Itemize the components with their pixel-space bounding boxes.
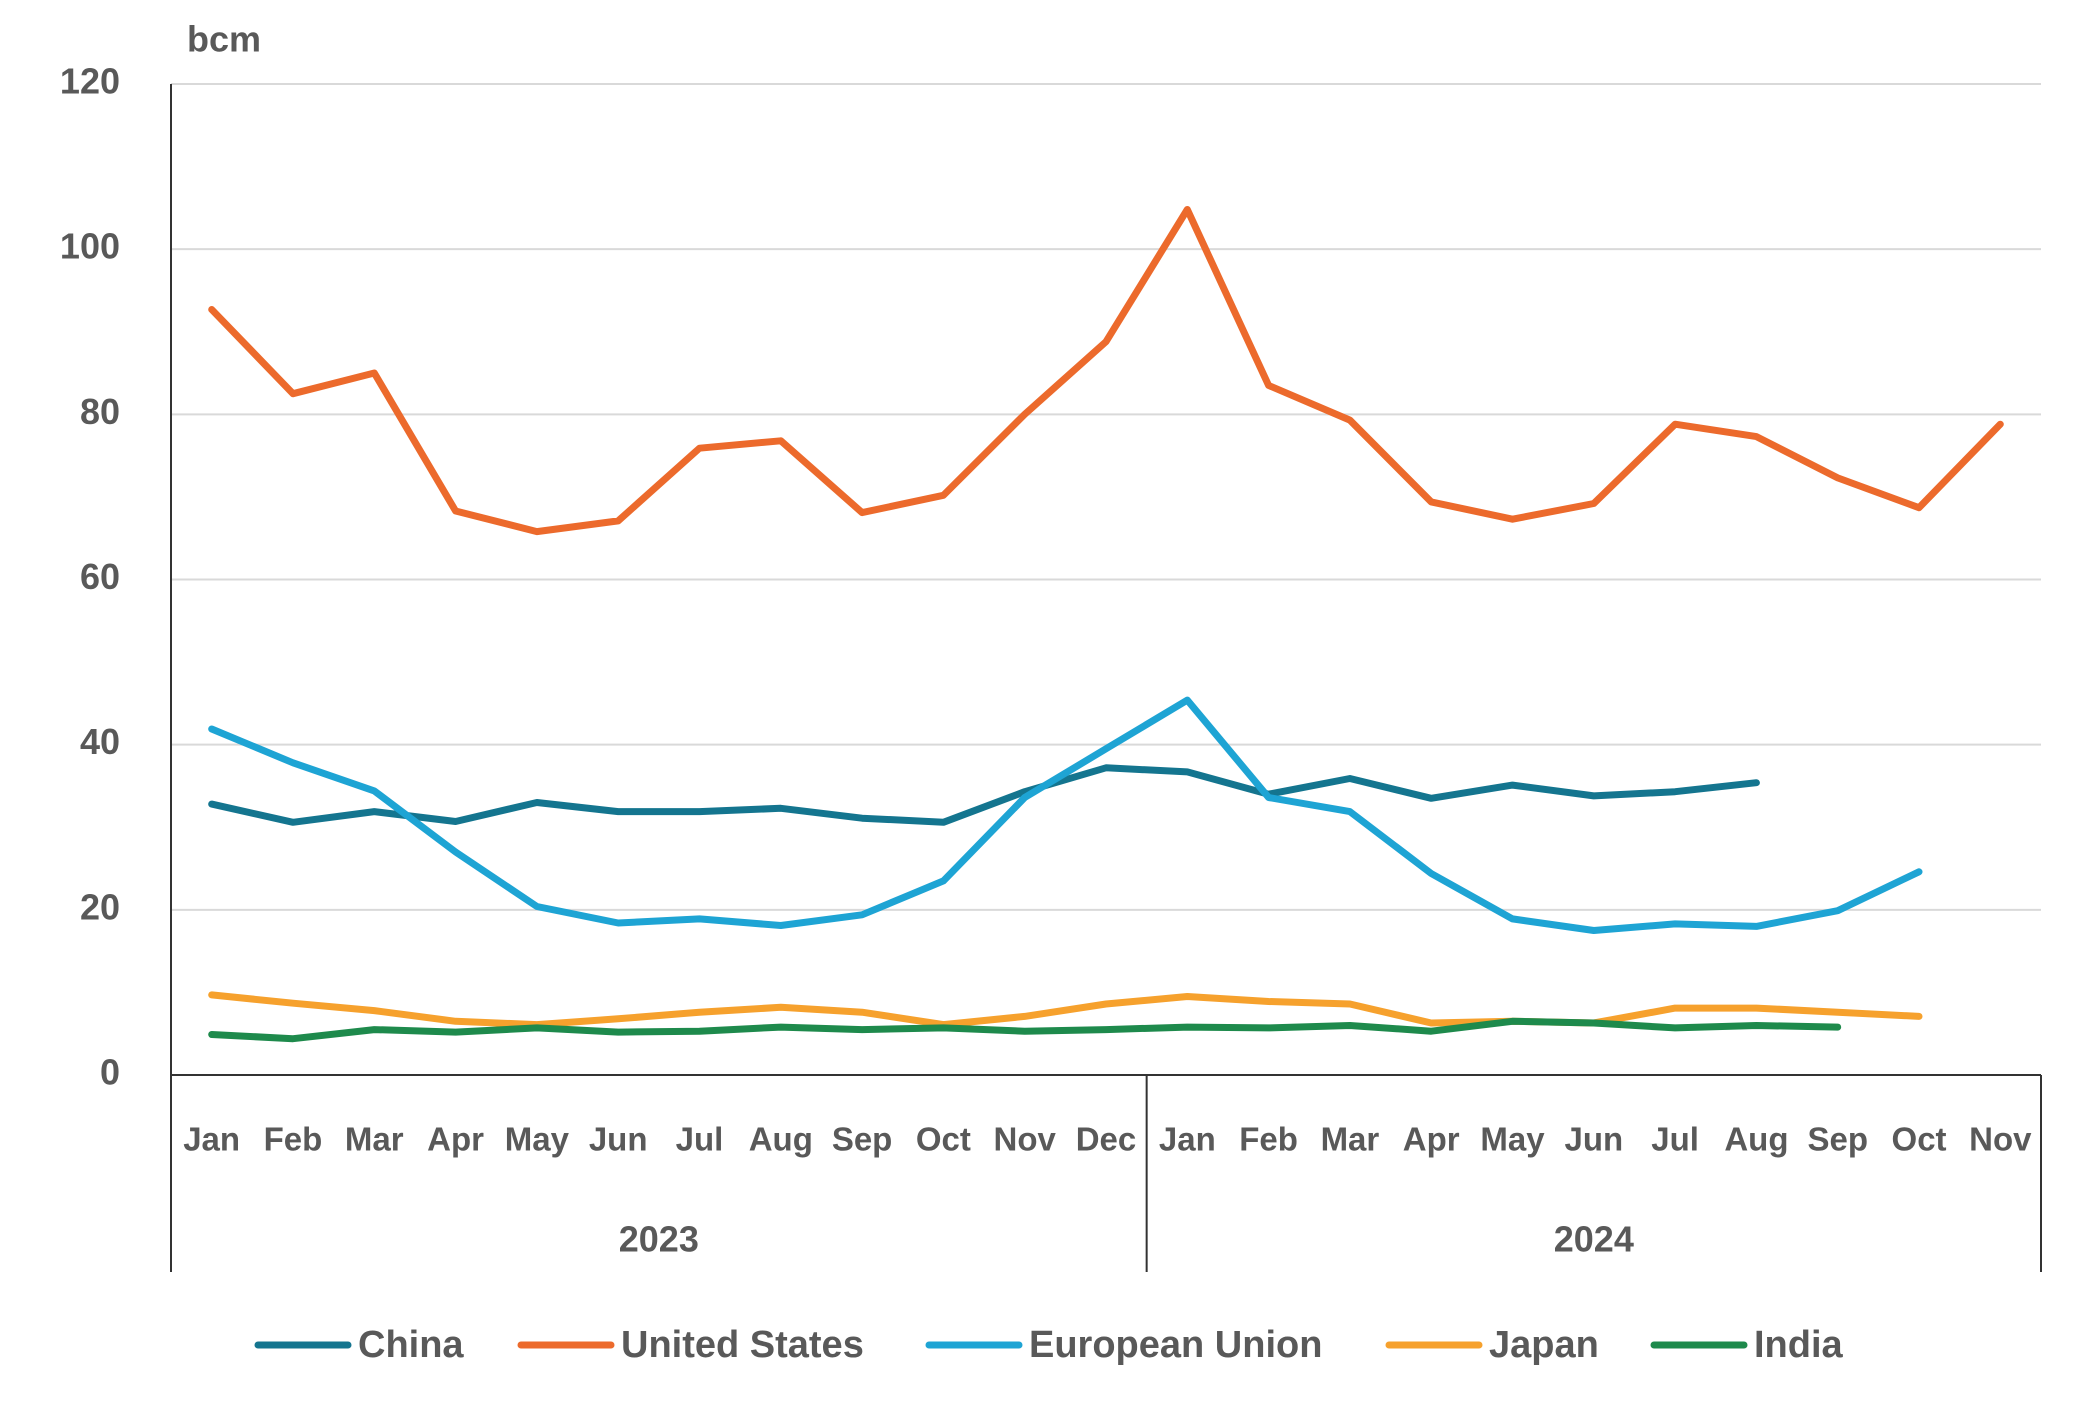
y-tick-label: 60 — [80, 556, 120, 597]
y-tick-label: 40 — [80, 721, 120, 762]
x-tick-label: Jul — [1651, 1121, 1699, 1158]
x-tick-label: Sep — [1807, 1121, 1868, 1158]
legend-label: India — [1754, 1324, 1844, 1366]
x-tick-label: Sep — [832, 1121, 893, 1158]
series-line — [208, 1017, 1842, 1043]
x-tick-label: Oct — [916, 1121, 971, 1158]
x-tick-label: Oct — [1892, 1121, 1947, 1158]
y-unit: bcm — [187, 19, 261, 60]
legend-label: European Union — [1029, 1324, 1322, 1366]
x-tick-label: Nov — [994, 1121, 1057, 1158]
x-tick-label: Aug — [1724, 1121, 1788, 1158]
x-tick-label: Feb — [1239, 1121, 1298, 1158]
x-tick-label: Jul — [676, 1121, 724, 1158]
year-label: 2023 — [619, 1219, 699, 1260]
x-tick-label: Apr — [1403, 1121, 1460, 1158]
series-line — [208, 764, 1760, 826]
x-tick-label: Nov — [1969, 1121, 2032, 1158]
x-tick-label: Jan — [183, 1121, 240, 1158]
y-tick-label: 20 — [80, 886, 120, 927]
y-tick-label: 120 — [60, 61, 120, 102]
y-tick-label: 100 — [60, 226, 120, 267]
x-tick-label: Mar — [345, 1121, 404, 1158]
series-line — [208, 696, 1923, 934]
x-tick-label: Jun — [589, 1121, 648, 1158]
x-tick-label: May — [1480, 1121, 1545, 1158]
x-tick-label: Dec — [1076, 1121, 1137, 1158]
x-tick-label: Jan — [1159, 1121, 1216, 1158]
legend-label: United States — [621, 1324, 864, 1366]
series-line — [208, 206, 2004, 536]
series-line — [208, 991, 1923, 1029]
x-tick-label: May — [505, 1121, 570, 1158]
x-tick-label: Feb — [264, 1121, 323, 1158]
legend-label: Japan — [1489, 1324, 1599, 1366]
x-tick-label: Apr — [427, 1121, 484, 1158]
x-tick-label: Mar — [1321, 1121, 1380, 1158]
x-tick-label: Aug — [749, 1121, 813, 1158]
y-tick-label: 80 — [80, 391, 120, 432]
year-label: 2024 — [1554, 1219, 1634, 1260]
legend-label: China — [358, 1324, 464, 1366]
y-tick-label: 0 — [100, 1052, 120, 1093]
x-tick-label: Jun — [1564, 1121, 1623, 1158]
